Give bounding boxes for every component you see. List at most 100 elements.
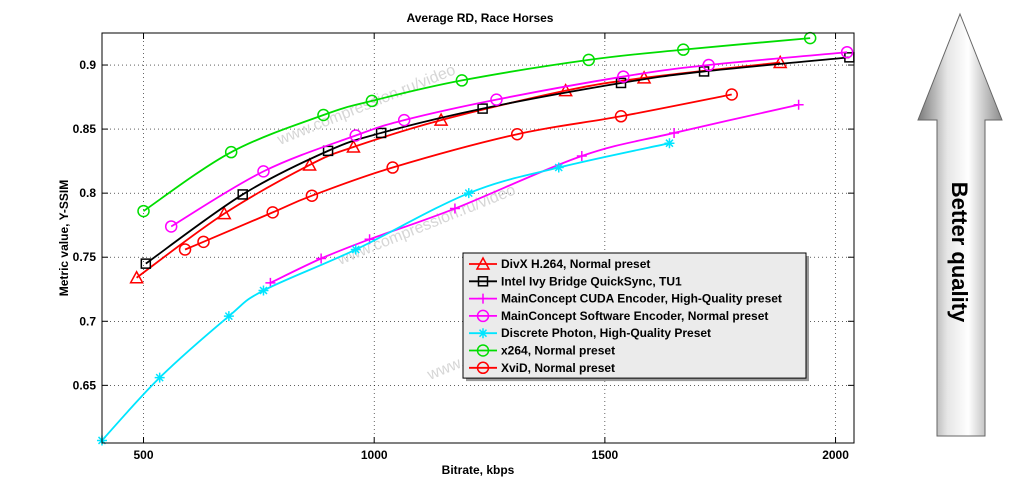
data-point [375,127,387,139]
legend-box [462,252,807,379]
legend-item: MainConcept Software Encoder, Normal pre… [469,309,768,323]
data-point [197,235,210,249]
legend-item: XviD, Normal preset [469,361,615,375]
data-point [266,206,279,219]
y-tick-label: 0.9 [79,58,96,72]
data-point [322,145,334,157]
data-point [386,161,399,174]
legend-label: DivX H.264, Normal preset [501,257,650,271]
y-tick-label: 0.8 [79,186,96,200]
data-point [164,220,178,233]
data-point [257,165,270,178]
data-point [793,99,804,110]
legend-item: DivX H.264, Normal preset [469,256,650,271]
data-point [840,45,854,59]
y-tick-label: 0.85 [73,122,97,136]
data-point [397,113,411,127]
data-point [305,189,319,202]
better-quality-arrow: Better quality [917,12,1003,437]
series-4 [164,45,854,233]
data-point [477,276,489,287]
data-point [216,206,232,220]
data-point [316,253,327,264]
better-quality-label: Better quality [947,182,972,323]
data-point [664,138,675,149]
data-point [558,83,573,97]
ticks: 500 1000 1500 2000 0.65 0.7 0.75 0.8 0.85 0.9 [73,33,854,462]
x-tick-label: 1500 [592,448,619,462]
data-point [317,108,330,122]
data-point [677,43,690,56]
y-tick-label: 0.75 [73,250,97,264]
data-point [617,70,630,83]
data-point [478,328,488,339]
legend-item: x264, Normal preset [469,344,615,358]
arrow-shape [917,12,1003,437]
series-line [184,93,732,251]
data-point [475,256,491,270]
x-axis-title: Bitrate, kbps [442,463,515,477]
chart-title: Average RD, Race Horses [407,11,554,25]
legend-label: MainConcept Software Encoder, Normal pre… [501,309,768,323]
data-point [365,94,379,108]
data-point [224,145,238,159]
data-point [129,270,144,284]
series-7 [178,88,738,256]
legend-label: Intel Ivy Bridge QuickSync, TU1 [501,274,682,288]
data-point [449,203,460,214]
data-point [349,129,362,142]
legend-item: Discrete Photon, High-Quality Preset [469,326,711,340]
data-point [477,103,488,114]
data-point [476,309,490,323]
legend-label: XviD, Normal preset [501,361,615,375]
plot-frame [101,32,855,444]
x-tick-label: 1000 [361,448,388,462]
data-point [463,188,474,199]
series-layer [97,31,855,446]
series-1 [129,54,788,284]
data-point [702,58,715,72]
data-point [302,157,317,171]
data-point [576,151,587,161]
data-point [553,162,564,173]
x-tick-label: 2000 [822,448,849,462]
data-point [510,127,524,141]
data-point [476,344,490,357]
legend-label: x264, Normal preset [501,344,615,358]
series-line [145,56,850,265]
series-2 [140,52,855,269]
data-point [140,258,152,269]
legend-label: Discrete Photon, High-Quality Preset [501,326,711,340]
data-point [346,139,361,153]
data-point [476,361,490,375]
data-point [455,74,469,87]
legend: DivX H.264, Normal preset Intel Ivy Bridg… [462,252,809,382]
data-point [237,189,248,200]
data-point [636,70,652,84]
data-point [772,54,788,69]
legend-item: Intel Ivy Bridge QuickSync, TU1 [469,274,682,288]
data-point [178,243,192,256]
data-point [137,204,150,218]
y-tick-label: 0.65 [73,378,97,392]
data-point [433,112,449,126]
series-line [136,61,781,279]
data-point [478,293,488,304]
data-point [725,88,738,101]
data-point [350,244,361,255]
data-point [258,285,269,296]
legend-item: MainConcept CUDA Encoder, High-Quality p… [469,292,782,306]
legend-label: MainConcept CUDA Encoder, High-Quality p… [501,292,782,306]
data-point [582,53,595,67]
data-point [154,372,165,383]
data-point [669,127,680,138]
data-point [615,77,627,89]
y-tick-label: 0.7 [79,314,96,328]
data-point [490,93,503,106]
series-3 [265,99,804,288]
y-axis-title: Metric value, Y-SSIM [57,180,71,297]
data-point [614,110,628,123]
x-tick-label: 500 [134,448,154,462]
watermark-text: www.compression.ru/video [274,62,458,149]
